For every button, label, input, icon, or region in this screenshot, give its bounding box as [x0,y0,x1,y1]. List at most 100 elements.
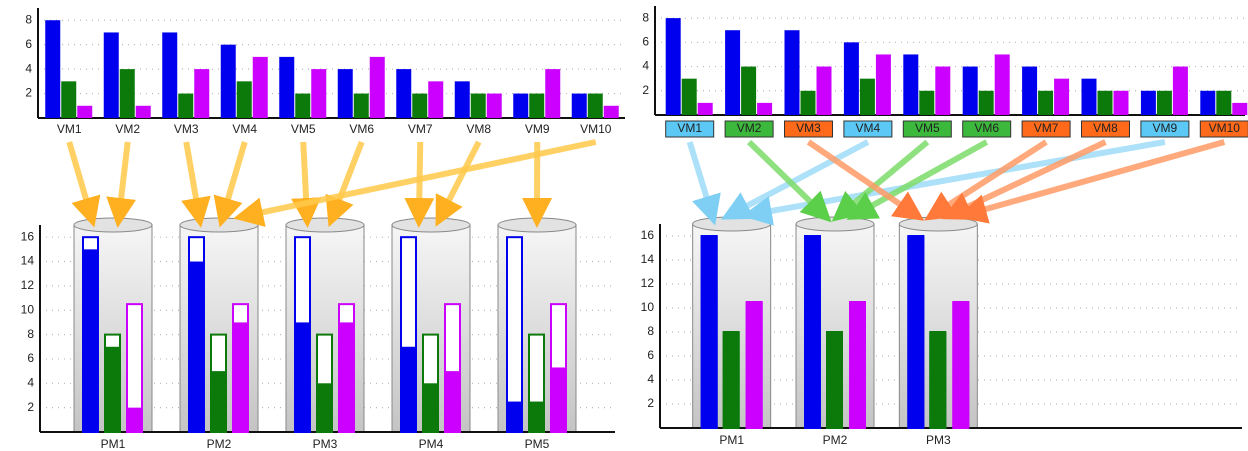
cylinder-top [899,217,977,231]
y-tick-label: 6 [647,348,654,362]
used-bar [826,332,843,428]
y-tick-label: 6 [642,35,649,49]
used-bar [907,236,924,428]
y-tick-label: 4 [642,59,649,73]
bar [588,94,603,118]
used-bar [422,383,439,432]
used-bar [849,302,866,428]
y-tick-label: 16 [641,228,655,242]
bar [1114,91,1129,115]
bar [1038,91,1053,115]
arrow [186,142,199,216]
used-bar [338,322,355,432]
x-tick-label: PM1 [719,433,744,447]
bar [698,103,713,115]
bar [1054,79,1069,115]
bar [120,69,135,118]
bar [572,94,587,118]
bar [455,81,470,118]
bar [979,91,994,115]
arrow [69,142,91,216]
y-tick-label: 8 [27,327,34,341]
arrow [749,142,823,214]
x-tick-label: VM8 [466,122,491,136]
bar [253,57,268,118]
bar [903,54,918,115]
used-bar [126,408,143,432]
y-tick-label: 10 [641,300,655,314]
bar [1232,103,1247,115]
y-tick-label: 14 [641,252,655,266]
x-tick-label: VM10 [1209,121,1241,135]
bar [995,54,1010,115]
bar [178,94,193,118]
bar [136,106,151,118]
y-tick-label: 2 [27,400,34,414]
bar [725,30,740,115]
bar [194,69,209,118]
x-tick-label: VM4 [856,121,881,135]
bar [844,42,859,115]
used-bar [316,383,333,432]
used-bar [210,371,227,432]
bar [666,18,681,115]
cylinder-top [74,218,152,232]
x-tick-label: VM1 [57,122,82,136]
y-tick-label: 2 [647,396,654,410]
x-tick-label: VM7 [1034,121,1059,135]
bar [237,81,252,118]
x-tick-label: VM8 [1093,121,1118,135]
bar [370,57,385,118]
bar [396,69,411,118]
cylinder-top [180,218,258,232]
used-bar [444,371,461,432]
bar [162,32,177,118]
bar [1141,91,1156,115]
cylinder-top [693,217,771,231]
y-tick-label: 16 [21,229,35,243]
bar [545,69,560,118]
used-bar [701,236,718,428]
used-bar [82,249,99,432]
bar [741,67,756,115]
used-bar [232,322,249,432]
used-bar [550,367,567,432]
y-tick-label: 10 [21,302,35,316]
used-bar [188,262,205,432]
bar [61,81,76,118]
bar [354,94,369,118]
x-tick-label: PM3 [926,433,951,447]
cylinder-top [796,217,874,231]
cylinder-top [498,218,576,232]
arrow [690,142,712,214]
bar [1173,67,1188,115]
bar [295,94,310,118]
y-tick-label: 2 [642,83,649,97]
x-tick-label: VM9 [1153,121,1178,135]
x-tick-label: PM2 [823,433,848,447]
arrow-layer [69,142,1224,216]
used-bar [723,332,740,428]
bar [311,69,326,118]
bar [963,67,978,115]
bar [757,103,772,115]
x-tick-label: PM1 [101,437,126,451]
y-tick-label: 8 [647,324,654,338]
bar [471,94,486,118]
y-tick-label: 6 [25,37,32,51]
bar [513,94,528,118]
y-tick-label: 14 [21,254,35,268]
diagram: 24682468101214162468246810121416 VM1VM2V… [0,0,1248,451]
y-tick-label: 8 [25,12,32,26]
bar [604,106,619,118]
bar [785,30,800,115]
bar [487,94,502,118]
bar [428,81,443,118]
y-tick-label: 6 [27,351,34,365]
bar [860,79,875,115]
arrow [841,142,927,214]
x-tick-label: VM6 [349,122,374,136]
bar [338,69,353,118]
x-tick-label: VM5 [915,121,940,135]
used-bar [952,302,969,428]
